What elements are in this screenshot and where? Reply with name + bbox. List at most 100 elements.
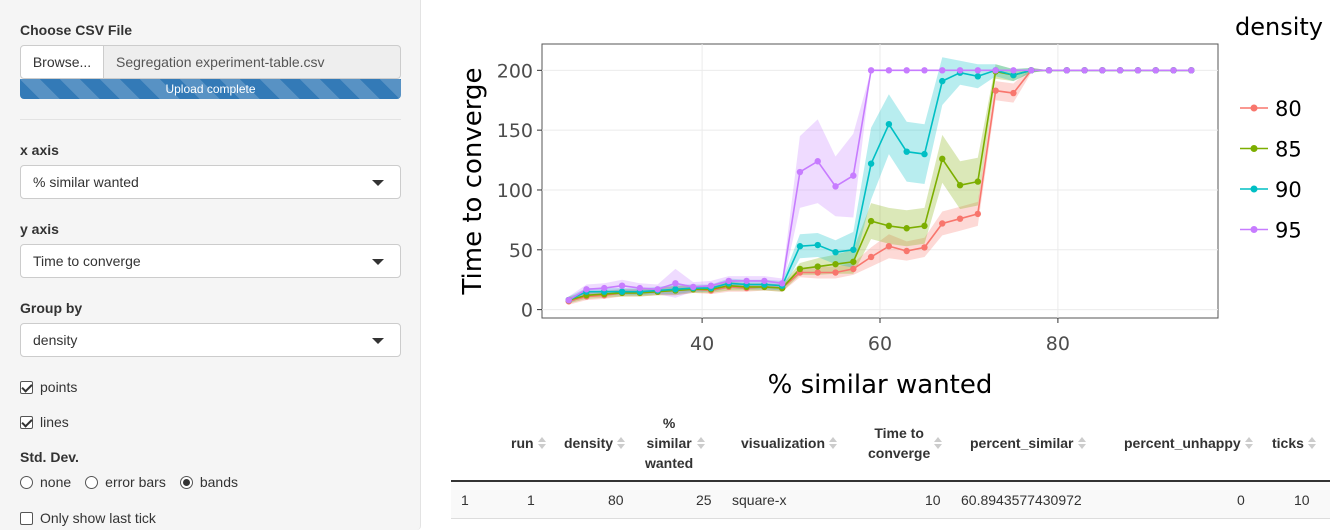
std-dev-option-error-bars: error bars (85, 474, 166, 490)
legend: 80 85 90 95 (1240, 97, 1302, 243)
data-point-95 (921, 67, 928, 74)
table-header-text: similar (646, 435, 692, 451)
table-header-text: percent_similar (970, 435, 1074, 451)
points-option: points (20, 379, 77, 395)
table-header-label: percent_unhappy (1124, 433, 1241, 453)
data-point-85 (939, 155, 946, 163)
data-point-95 (850, 172, 857, 179)
file-name-field[interactable]: Segregation experiment-table.csv (104, 45, 401, 79)
caret-down-icon (372, 338, 384, 344)
table-header-visualization[interactable]: visualization (741, 433, 838, 453)
upload-progress-bar: Upload complete (20, 79, 401, 99)
table-header-label: run (511, 433, 534, 453)
data-point-90 (974, 73, 982, 80)
data-point-85 (956, 181, 964, 189)
legend-key-point (1250, 226, 1258, 233)
data-point-90 (921, 150, 928, 158)
data-point-85 (867, 217, 875, 225)
radio-error-bars[interactable] (85, 475, 99, 489)
y-axis-select[interactable]: Time to converge (20, 244, 401, 278)
y-axis-title: Time to converge (458, 67, 488, 295)
radio-none[interactable] (20, 475, 33, 489)
table-header-ticks[interactable]: ticks (1272, 433, 1316, 453)
data-point-80 (992, 87, 999, 94)
legend-label-80: 80 (1275, 97, 1302, 121)
data-point-95 (832, 183, 839, 190)
data-point-95 (618, 282, 626, 289)
browse-button[interactable]: Browse... (20, 45, 104, 79)
table-header-density[interactable]: density (564, 433, 626, 453)
data-point-95 (601, 284, 608, 292)
data-point-80 (956, 215, 964, 222)
table-header-percent-unhappy[interactable]: percent_unhappy (1124, 433, 1253, 453)
std-dev-label: Std. Dev. (20, 449, 79, 465)
table-header-time-to-converge[interactable]: Time to converge (868, 423, 943, 463)
sort-icon[interactable] (829, 437, 838, 449)
data-point-95 (707, 282, 715, 289)
data-point-80 (903, 247, 910, 255)
table-header-text: run (511, 435, 534, 451)
data-point-80 (974, 210, 982, 218)
lines-checkbox[interactable] (20, 415, 33, 429)
legend-label-95: 95 (1275, 219, 1302, 243)
radio-bands[interactable] (179, 475, 193, 489)
data-point-95 (1063, 67, 1070, 74)
group-by-label: Group by (20, 300, 83, 316)
radio-none-label: none (40, 474, 72, 490)
sort-icon[interactable] (1077, 437, 1086, 449)
table-cell: 10 (925, 492, 941, 508)
data-point-95 (1134, 67, 1142, 74)
data-point-95 (636, 284, 644, 292)
data-point-95 (939, 67, 946, 74)
table-row[interactable]: 1 1 80 25 square-x 10 60.8943577430972 0 10 (451, 482, 1330, 519)
table-cell: square-x (732, 492, 787, 508)
legend-key-point (1250, 185, 1258, 193)
last-tick-label: Only show last tick (40, 510, 156, 526)
sort-icon[interactable] (1307, 437, 1316, 449)
data-point-90 (672, 286, 679, 293)
group-by-select[interactable]: density (20, 323, 401, 357)
data-point-95 (778, 280, 786, 287)
x-axis-select[interactable]: % similar wanted (20, 165, 401, 199)
data-point-90 (814, 241, 821, 249)
data-point-80 (939, 220, 946, 227)
sort-icon[interactable] (697, 437, 706, 449)
data-point-85 (832, 260, 839, 268)
table-cell: 60.8943577430972 (961, 492, 1082, 508)
data-point-90 (903, 148, 910, 155)
data-point-90 (796, 243, 804, 250)
data-point-95 (796, 168, 804, 176)
data-point-95 (1170, 67, 1177, 74)
sort-icon[interactable] (617, 437, 626, 449)
sort-icon[interactable] (1244, 437, 1253, 449)
caret-down-icon (372, 180, 384, 186)
group-by-select-value: density (33, 332, 78, 348)
data-point-95 (761, 277, 768, 285)
row-index: 1 (461, 492, 469, 508)
sort-icon[interactable] (934, 437, 943, 449)
table-header-text: percent_unhappy (1124, 435, 1241, 451)
data-point-95 (956, 67, 964, 74)
data-point-95 (814, 158, 821, 165)
data-point-85 (974, 178, 982, 185)
lines-option: lines (20, 414, 69, 430)
table-header-run[interactable]: run (511, 433, 546, 453)
sidebar-panel: Choose CSV File Browse... Segregation ex… (0, 0, 421, 530)
std-dev-option-bands: bands (179, 474, 238, 490)
sd-band-80 (568, 67, 1192, 305)
sort-icon[interactable] (537, 437, 546, 449)
table-header-label: percent_similar (970, 433, 1074, 453)
table-header-percent-similar[interactable]: percent_similar (970, 433, 1086, 453)
data-point-95 (672, 280, 679, 287)
plot-chart: 40 60 80 0 50 100 150 200 % similar wanted Tim… (458, 13, 1323, 400)
data-point-95 (885, 67, 893, 74)
last-tick-checkbox[interactable] (20, 511, 33, 525)
data-point-95 (690, 283, 697, 291)
file-input-label: Choose CSV File (20, 22, 133, 38)
points-checkbox[interactable] (20, 380, 33, 394)
y-tick-label: 100 (497, 180, 533, 202)
data-point-85 (814, 263, 821, 270)
data-point-95 (1152, 67, 1159, 74)
table-header-similar-wanted[interactable]: % similar wanted (645, 413, 706, 473)
table-header-text: converge (868, 445, 931, 461)
